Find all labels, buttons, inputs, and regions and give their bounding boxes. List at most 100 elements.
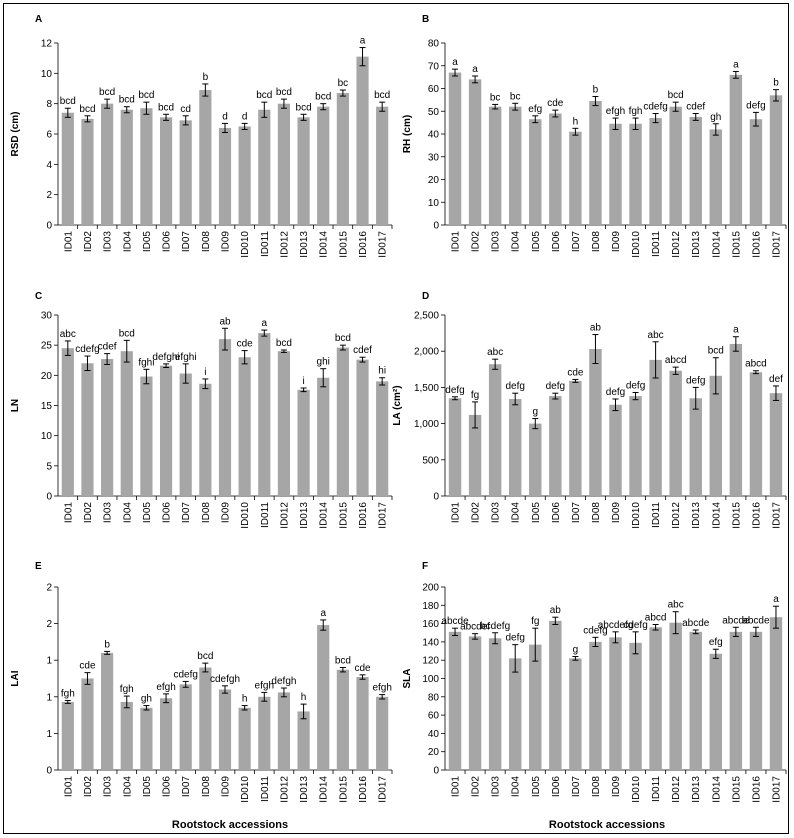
significance-letter: b bbox=[773, 78, 779, 89]
bar-id011 bbox=[258, 696, 271, 770]
x-tick-label: ID015 bbox=[338, 502, 349, 529]
x-tick-label: ID014 bbox=[711, 502, 722, 529]
bar-id013 bbox=[689, 116, 702, 225]
significance-letter: efgh bbox=[156, 682, 175, 693]
significance-letter: abcd bbox=[665, 355, 687, 366]
y-tick-label: 30 bbox=[428, 152, 440, 163]
bar-id01 bbox=[61, 348, 74, 496]
bar-id014 bbox=[709, 129, 723, 225]
x-tick-label: ID03 bbox=[491, 231, 502, 253]
significance-letter: g bbox=[573, 645, 579, 656]
x-tick-label: ID013 bbox=[299, 776, 310, 803]
panel-f: F SLA 0 20 40 60 80 100 120 140 160 180 200 abcde ID01… bbox=[402, 561, 787, 803]
bar-id011 bbox=[649, 118, 662, 225]
significance-letter: abcdefg bbox=[598, 620, 634, 631]
bar-id017 bbox=[769, 393, 783, 496]
bar-id010 bbox=[238, 357, 251, 496]
bar-id010 bbox=[629, 123, 642, 225]
x-tick-label: ID017 bbox=[378, 776, 389, 803]
x-tick-label: ID06 bbox=[551, 502, 562, 524]
bar-id014 bbox=[317, 625, 330, 770]
significance-letter: bcd bbox=[138, 90, 154, 101]
significance-letter: abcde bbox=[682, 618, 710, 629]
panel-label: A bbox=[35, 14, 42, 25]
y-tick-label: 10 bbox=[428, 198, 440, 209]
bar-id02 bbox=[468, 636, 482, 770]
bar-id016 bbox=[356, 359, 369, 496]
y-tick-label: 4 bbox=[46, 160, 52, 171]
x-tick-label: ID01 bbox=[451, 231, 462, 253]
y-tick-label: 1 bbox=[46, 692, 52, 703]
significance-letter: a bbox=[360, 36, 366, 47]
x-tick-label: ID04 bbox=[122, 502, 133, 524]
bar-id04 bbox=[508, 106, 522, 225]
significance-letter: cde bbox=[354, 663, 371, 674]
significance-letter: bcd bbox=[119, 328, 135, 339]
x-tick-label: ID07 bbox=[571, 776, 582, 798]
significance-letter: ghi bbox=[317, 357, 330, 368]
y-tick-label: 1,000 bbox=[414, 419, 439, 430]
significance-letter: efghi bbox=[175, 352, 197, 363]
significance-letter: def bbox=[769, 374, 783, 385]
significance-letter: cde bbox=[567, 367, 584, 378]
y-tick-label: 2 bbox=[46, 583, 52, 594]
significance-letter: efgh bbox=[606, 106, 625, 117]
x-tick-label: ID011 bbox=[260, 776, 271, 802]
bar-id07 bbox=[179, 373, 192, 496]
significance-letter: b bbox=[593, 84, 599, 95]
significance-letter: cd bbox=[180, 104, 191, 115]
significance-letter: bcd bbox=[708, 346, 724, 357]
x-tick-label: ID03 bbox=[491, 776, 502, 798]
bar-id011 bbox=[649, 627, 662, 770]
bar-id03 bbox=[488, 364, 502, 496]
bar-id07 bbox=[179, 684, 192, 770]
x-tick-label: ID01 bbox=[451, 776, 462, 798]
x-tick-label: ID017 bbox=[771, 776, 782, 803]
x-tick-label: ID017 bbox=[771, 231, 782, 258]
x-tick-label: ID03 bbox=[103, 776, 114, 798]
bar-id04 bbox=[120, 351, 133, 496]
x-tick-label: ID012 bbox=[671, 776, 682, 803]
panel-label: F bbox=[422, 561, 428, 572]
significance-letter: bcd bbox=[374, 90, 390, 101]
significance-letter: bcd bbox=[197, 651, 213, 662]
x-tick-label: ID01 bbox=[63, 231, 74, 253]
significance-letter: efg bbox=[709, 637, 723, 648]
bar-id04 bbox=[120, 109, 133, 225]
significance-letter: bcd bbox=[276, 338, 292, 349]
y-tick-label: 10 bbox=[41, 69, 53, 80]
bar-id02 bbox=[468, 79, 482, 226]
x-tick-label: ID014 bbox=[319, 231, 330, 258]
significance-letter: cdef bbox=[353, 345, 372, 356]
x-tick-label: ID016 bbox=[358, 231, 369, 258]
significance-letter: a bbox=[452, 57, 458, 68]
bar-id08 bbox=[199, 383, 212, 496]
y-tick-label: 0 bbox=[433, 766, 439, 777]
x-tick-label: ID011 bbox=[651, 502, 662, 528]
significance-letter: gh bbox=[710, 112, 721, 123]
significance-letter: abcd bbox=[645, 613, 667, 624]
significance-letter: cde bbox=[237, 339, 254, 350]
panel-label: E bbox=[35, 561, 42, 572]
x-tick-label: ID09 bbox=[221, 231, 232, 253]
panel-e: E LAI 0 1 1 1 2 2 fgh ID01 cde ID02 b ID03 fgh ID04 gh ID… bbox=[10, 561, 393, 803]
bar-id06 bbox=[549, 396, 562, 496]
significance-letter: fgh bbox=[629, 106, 643, 117]
bar-id016 bbox=[749, 372, 763, 496]
significance-letter: gh bbox=[141, 694, 152, 705]
x-tick-label: ID08 bbox=[591, 776, 602, 798]
x-tick-label: ID010 bbox=[240, 502, 251, 529]
y-tick-label: 25 bbox=[41, 341, 53, 352]
bar-id06 bbox=[159, 117, 173, 225]
x-tick-label: ID010 bbox=[631, 776, 642, 803]
x-tick-label: ID02 bbox=[471, 231, 482, 253]
significance-letter: a bbox=[262, 318, 268, 329]
x-tick-label: ID06 bbox=[162, 231, 173, 253]
significance-letter: bcdefg bbox=[480, 621, 510, 632]
y-tick-label: 0 bbox=[46, 221, 52, 232]
bar-id05 bbox=[140, 707, 153, 770]
significance-letter: defg bbox=[546, 381, 565, 392]
y-tick-label: 60 bbox=[428, 84, 440, 95]
x-tick-label: ID06 bbox=[551, 231, 562, 253]
significance-letter: cde bbox=[547, 98, 564, 109]
